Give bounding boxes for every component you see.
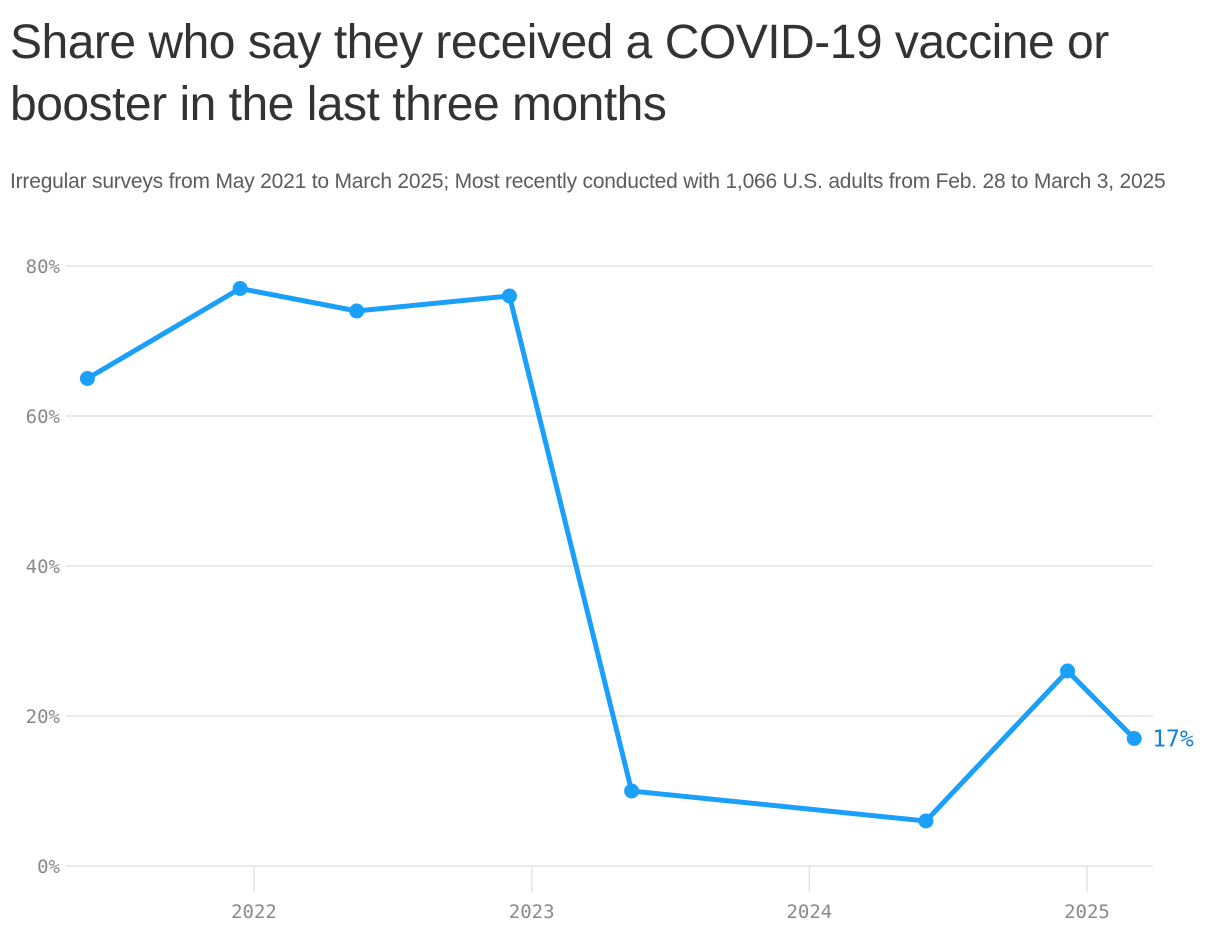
data-point: [349, 303, 365, 319]
x-tick-label: 2025: [1064, 901, 1110, 923]
y-tick-label: 60%: [26, 406, 61, 428]
y-tick-label: 20%: [26, 706, 61, 728]
data-point: [501, 288, 517, 304]
x-tick-label: 2022: [231, 901, 277, 923]
x-axis-ticks: [253, 866, 1088, 892]
y-gridlines: [66, 265, 1153, 867]
data-point: [624, 783, 640, 799]
x-tick-label: 2023: [509, 901, 555, 923]
x-axis-labels: 2022 2023 2024 2025: [231, 901, 1110, 923]
chart-title: Share who say they received a COVID-19 v…: [10, 16, 1109, 131]
data-point: [918, 813, 934, 829]
y-tick-label: 80%: [26, 256, 61, 278]
chart-subtitle: Irregular surveys from May 2021 to March…: [10, 170, 1166, 193]
data-point: [79, 371, 95, 386]
y-tick-label: 0%: [37, 856, 60, 878]
data-point: [232, 281, 248, 296]
x-tick-label: 2024: [786, 901, 832, 923]
y-tick-label: 40%: [26, 556, 61, 578]
data-point: [1126, 731, 1142, 746]
data-points: [79, 281, 1142, 829]
y-axis-labels: 0% 20% 40% 60% 80%: [26, 256, 61, 878]
end-value-label: 17%: [1152, 727, 1194, 753]
data-point: [1060, 663, 1076, 679]
series-line: [84, 286, 1137, 824]
